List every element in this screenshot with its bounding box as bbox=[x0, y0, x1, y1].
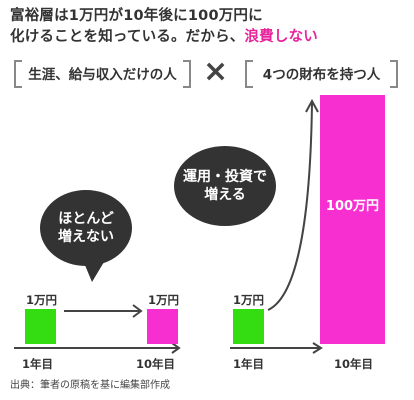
right-speech-bubble: 運用・投資で 増える bbox=[174, 146, 276, 226]
right-x-start-label: 1年目 bbox=[233, 357, 265, 371]
left-flat-arrowhead bbox=[132, 304, 143, 318]
growth-curve-arrowhead bbox=[305, 98, 319, 113]
right-panel-title-text: 4つの財布を持つ人 bbox=[262, 67, 381, 83]
left-end-value: 1万円 bbox=[148, 293, 180, 307]
growth-curve bbox=[267, 102, 313, 311]
left-bubble-line2: 増えない bbox=[58, 229, 114, 245]
left-speech-bubble: ほとんど 増えない bbox=[40, 190, 132, 266]
right-panel-title: 4つの財布を持つ人 bbox=[245, 60, 398, 88]
right-x-axis-arrowhead bbox=[312, 342, 323, 354]
right-end-bar: 100万円 bbox=[320, 95, 385, 344]
headline-accent: 浪費しない bbox=[244, 29, 318, 45]
left-start-bar bbox=[25, 309, 56, 344]
left-x-axis-arrowhead bbox=[171, 342, 181, 354]
left-x-start-label: 1年目 bbox=[22, 357, 54, 371]
right-bubble-line2: 増える bbox=[204, 187, 246, 203]
headline-line1: 富裕層は1万円が10年後に100万円に bbox=[10, 8, 263, 24]
headline-line2: 化けることを知っている。だから、浪費しない bbox=[10, 27, 410, 48]
headline-line2-prefix: 化けることを知っている。だから、 bbox=[10, 29, 245, 45]
source-note: 出典：筆者の原稿を基に編集部作成 bbox=[10, 380, 170, 391]
left-panel-title: 生涯、給与収入だけの人 bbox=[14, 60, 191, 88]
left-bubble-line1: ほとんど bbox=[58, 211, 114, 227]
left-start-value: 1万円 bbox=[26, 293, 58, 307]
cross-symbol: × bbox=[203, 54, 229, 89]
right-start-bar bbox=[233, 309, 264, 344]
right-x-end-label: 10年目 bbox=[334, 357, 374, 371]
left-x-end-label: 10年目 bbox=[136, 357, 176, 371]
left-end-bar bbox=[147, 309, 178, 344]
right-start-value: 1万円 bbox=[233, 293, 265, 307]
left-panel-title-text: 生涯、給与収入だけの人 bbox=[28, 67, 177, 83]
right-end-value: 100万円 bbox=[325, 199, 380, 214]
headline: 富裕層は1万円が10年後に100万円に 化けることを知っている。だから、浪費しな… bbox=[10, 6, 410, 48]
right-bubble-line1: 運用・投資で bbox=[183, 169, 267, 185]
